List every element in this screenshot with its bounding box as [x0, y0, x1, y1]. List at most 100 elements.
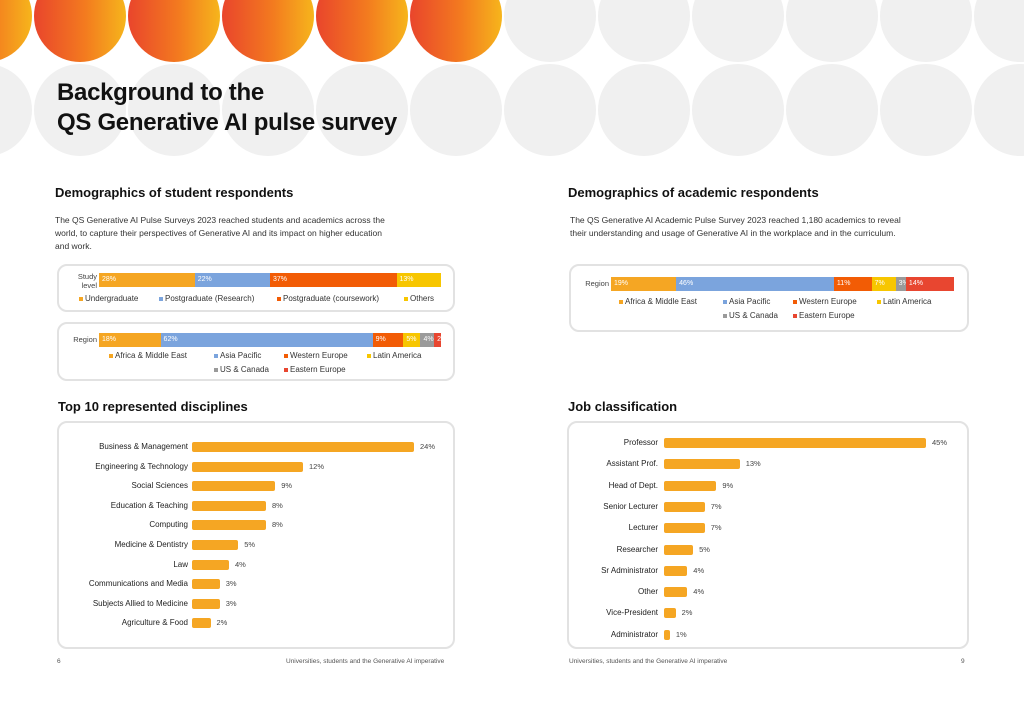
legend-label: Western Europe: [799, 297, 857, 306]
legend-swatch: [214, 353, 218, 358]
bar-label-professor: Professor: [623, 438, 658, 447]
legend-swatch: [877, 299, 881, 304]
student-intro-text: The QS Generative AI Pulse Surveys 2023 …: [55, 215, 385, 251]
study-level-label: Study level: [77, 272, 97, 290]
bar-label-head-of-dept: Head of Dept.: [608, 480, 658, 490]
legend-item-latin-america: Latin America: [367, 351, 421, 360]
bar-value-vice-president: 2%: [681, 608, 693, 618]
legend-label: Asia Pacific: [729, 297, 771, 306]
bar-value-lecturer: 7%: [710, 523, 722, 533]
legend-label: Postgraduate (coursework): [283, 294, 380, 303]
legend-swatch: [619, 299, 623, 304]
title-line-2: QS Generative AI pulse survey: [57, 109, 397, 136]
bar-sregion-segment-us-and-canada: 4%: [420, 333, 435, 347]
bar-engineering-and-technology: [192, 461, 303, 472]
legend-label: Undergraduate: [85, 294, 139, 303]
bar-professor: [664, 438, 926, 448]
legend-item-western-europe: Western Europe: [793, 297, 857, 306]
legend-item-undergraduate: Undergraduate: [79, 294, 138, 303]
bar-label-researcher: Researcher: [616, 544, 658, 554]
bar-label-sr-administrator: Sr Administrator: [601, 565, 658, 575]
bar-assistant-prof: [664, 459, 740, 470]
bar-aregion-segment-western-europe: 11%: [833, 277, 872, 291]
bar-label-law: Law: [173, 559, 188, 569]
legend-label: Latin America: [883, 297, 932, 306]
study-level-bar: 28% 22% 37% 13%: [99, 273, 441, 287]
bar-value-computing: 8%: [272, 520, 283, 530]
bar-sregion-segment-latin-america: 5%: [403, 333, 421, 347]
academic-demographics-heading: Demographics of academic respondents: [568, 185, 819, 200]
student-region-bar: 18%62%9%5%4%2%: [99, 333, 441, 347]
bar-senior-lecturer: [664, 501, 705, 512]
disciplines-chart: Business & Management 24% Engineering & Te…: [57, 421, 455, 649]
bar-label-vice-president: Vice-President: [606, 608, 658, 618]
legend-item-africa-and-middle-east: Africa & Middle East: [109, 351, 187, 360]
legend-item-postgraduate-coursework: Postgraduate (coursework): [277, 294, 379, 303]
bar-study-segment-postgraduate-coursework: 37%: [269, 273, 397, 287]
disciplines-heading: Top 10 represented disciplines: [58, 399, 248, 414]
legend-label: Asia Pacific: [220, 351, 262, 360]
right-page-number: 9: [961, 658, 965, 665]
job-classification-chart: Professor 45% Assistant Prof. 13% Head of De…: [567, 421, 969, 649]
bar-label-computing: Computing: [149, 520, 188, 530]
legend-label: Western Europe: [290, 351, 348, 360]
bar-value-head-of-dept: 9%: [722, 480, 734, 490]
legend-swatch: [723, 313, 727, 318]
bar-label-business-and-management: Business & Management: [99, 442, 188, 451]
bar-computing: [192, 520, 266, 531]
legend-label: US & Canada: [220, 365, 269, 374]
bar-label-engineering-and-technology: Engineering & Technology: [95, 461, 188, 471]
bar-value-other: 4%: [693, 587, 705, 597]
bar-value-professor: 45%: [932, 438, 948, 447]
bar-sregion-segment-western-europe: 9%: [372, 333, 404, 347]
bar-aregion-segment-us-and-canada: 3%: [895, 277, 906, 291]
legend-label: Eastern Europe: [799, 311, 855, 320]
legend-swatch: [723, 299, 727, 304]
bar-lecturer: [664, 523, 705, 534]
academic-region-legend: Africa & Middle East Asia Pacific Western …: [571, 297, 971, 325]
student-region-label: Region: [73, 335, 97, 344]
bar-label-medicine-and-dentistry: Medicine & Dentistry: [114, 540, 188, 549]
bar-education-and-teaching: [192, 500, 266, 511]
bar-researcher: [664, 544, 694, 555]
legend-item-eastern-europe: Eastern Europe: [284, 365, 346, 374]
legend-swatch: [159, 296, 163, 301]
legend-item-others: Others: [404, 294, 434, 303]
legend-item-asia-pacific: Asia Pacific: [723, 297, 770, 306]
student-demographics-heading: Demographics of student respondents: [55, 185, 294, 200]
legend-swatch: [284, 353, 288, 358]
study-level-card: Study level 28% 22% 37% 13% Undergraduate Po…: [57, 264, 455, 312]
bar-value-education-and-teaching: 8%: [272, 500, 283, 510]
academic-intro-text: The QS Generative AI Academic Pulse Surv…: [570, 215, 901, 238]
academic-region-label: Region: [585, 279, 609, 288]
legend-item-us-and-canada: US & Canada: [214, 365, 269, 374]
bar-administrator: [664, 629, 670, 640]
bar-sregion-segment-eastern-europe: 2%: [434, 333, 441, 347]
bar-value-medicine-and-dentistry: 5%: [244, 540, 256, 549]
bar-label-social-sciences: Social Sciences: [131, 481, 188, 491]
bar-other: [664, 587, 688, 598]
bar-label-lecturer: Lecturer: [628, 523, 658, 533]
bar-subjects-allied-to-medicine: [192, 598, 220, 609]
bar-value-researcher: 5%: [699, 544, 710, 554]
bar-value-social-sciences: 9%: [281, 481, 293, 491]
legend-item-asia-pacific: Asia Pacific: [214, 351, 261, 360]
page-title: Background to the QS Generative AI pulse…: [57, 78, 397, 138]
legend-label: Eastern Europe: [290, 365, 346, 374]
bar-sregion-segment-africa-and-middle-east: 18%: [99, 333, 161, 347]
bar-communications-and-media: [192, 579, 220, 590]
right-footer-text: Universities, students and the Generativ…: [569, 658, 728, 665]
bar-label-other: Other: [637, 587, 658, 597]
bar-label-communications-and-media: Communications and Media: [88, 579, 188, 589]
legend-swatch: [109, 353, 113, 358]
legend-swatch: [793, 313, 797, 318]
bar-study-segment-undergraduate: 28%: [99, 273, 195, 287]
left-footer-text: Universities, students and the Generativ…: [286, 658, 445, 665]
bar-label-agriculture-and-food: Agriculture & Food: [121, 618, 188, 628]
legend-item-postgraduate-research: Postgraduate (Research): [159, 294, 254, 303]
bar-study-segment-postgraduate-research: 22%: [194, 273, 270, 287]
legend-label: Africa & Middle East: [115, 351, 188, 360]
legend-swatch: [284, 367, 288, 372]
legend-swatch: [367, 353, 371, 358]
legend-swatch: [214, 367, 218, 372]
